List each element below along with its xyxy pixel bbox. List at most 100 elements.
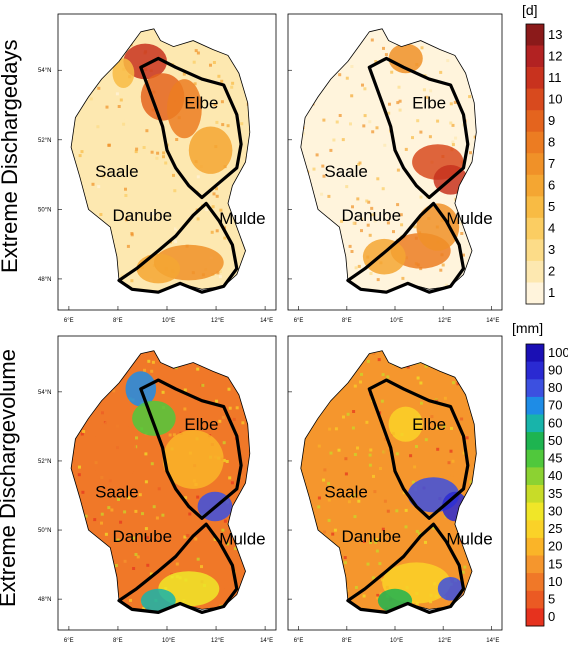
speckle bbox=[345, 76, 349, 80]
speckle bbox=[462, 253, 465, 257]
speckle bbox=[134, 150, 138, 154]
colorbar-label: 5 bbox=[548, 199, 555, 214]
colorbar-swatch bbox=[526, 590, 544, 609]
speckle bbox=[187, 208, 190, 212]
speckle bbox=[333, 528, 337, 532]
speckle bbox=[81, 490, 85, 494]
speckle bbox=[335, 120, 339, 124]
river-label-elbe: Elbe bbox=[412, 94, 446, 113]
speckle bbox=[366, 562, 370, 566]
lon-tick-label: 10°E bbox=[162, 318, 175, 324]
speckle bbox=[117, 105, 121, 108]
speckle bbox=[150, 369, 154, 373]
speckle bbox=[381, 527, 385, 531]
speckle bbox=[143, 368, 146, 372]
speckle bbox=[317, 505, 321, 509]
speckle bbox=[399, 213, 403, 217]
speckle bbox=[112, 541, 116, 545]
speckle bbox=[329, 451, 333, 455]
base-field bbox=[71, 28, 250, 293]
speckle bbox=[230, 481, 234, 485]
speckle bbox=[222, 441, 226, 445]
speckle bbox=[322, 174, 326, 178]
speckle bbox=[327, 482, 331, 486]
speckle bbox=[235, 406, 239, 410]
speckle bbox=[449, 449, 453, 453]
speckle bbox=[443, 396, 447, 400]
speckle bbox=[321, 164, 325, 168]
speckle bbox=[151, 360, 155, 364]
speckle bbox=[428, 139, 432, 143]
speckle bbox=[350, 94, 354, 98]
colorbar-swatch bbox=[526, 485, 544, 503]
colorbar-label: 20 bbox=[548, 539, 562, 554]
speckle bbox=[445, 406, 449, 410]
speckle bbox=[116, 538, 120, 542]
speckle bbox=[370, 38, 374, 42]
speckle bbox=[350, 250, 354, 253]
lat-tick-label: 50°N bbox=[38, 207, 51, 213]
speckle bbox=[337, 448, 341, 452]
river-label-saale: Saale bbox=[324, 162, 367, 181]
speckle bbox=[323, 468, 327, 472]
colorbar-label: 3 bbox=[548, 242, 555, 257]
speckle bbox=[376, 177, 380, 181]
speckle bbox=[353, 515, 357, 519]
speckle bbox=[334, 427, 338, 431]
speckle bbox=[383, 143, 387, 147]
speckle bbox=[396, 168, 400, 172]
map-panel-0-0: Elbe Saale Danube Mulde 6°E 8°E 10°E 12°E 14°E 54… bbox=[38, 13, 277, 324]
speckle bbox=[183, 535, 187, 539]
speckle bbox=[378, 562, 382, 566]
river-label-danube: Danube bbox=[342, 527, 402, 546]
colorbar-frame bbox=[525, 343, 545, 627]
speckle bbox=[469, 151, 472, 155]
river-label-saale: Saale bbox=[95, 483, 138, 502]
data-field bbox=[300, 28, 477, 293]
river-label-danube: Danube bbox=[113, 527, 173, 546]
speckle bbox=[420, 103, 424, 107]
lon-tick-label: 12°E bbox=[438, 638, 451, 644]
speckle bbox=[215, 187, 218, 191]
speckle bbox=[220, 100, 224, 104]
colorbar-label: 50 bbox=[548, 433, 562, 448]
speckle bbox=[416, 119, 420, 123]
colorbar-swatch bbox=[526, 396, 544, 415]
speckle bbox=[90, 517, 94, 520]
speckle bbox=[89, 97, 93, 101]
speckle bbox=[368, 453, 372, 457]
speckle bbox=[205, 208, 209, 212]
lat-tick-label: 54°N bbox=[38, 390, 51, 396]
map-panel-0-1: Elbe Saale Danube Mulde 6°E 8°E 10°E 12°E 14°E bbox=[287, 13, 503, 324]
speckle bbox=[162, 155, 165, 159]
speckle bbox=[400, 223, 404, 227]
speckle bbox=[352, 221, 356, 225]
speckle bbox=[409, 454, 413, 458]
hotspot bbox=[92, 418, 137, 489]
colorbar-swatch bbox=[526, 67, 544, 89]
speckle bbox=[93, 518, 97, 522]
speckle bbox=[175, 562, 179, 566]
colorbar-swatch bbox=[526, 131, 544, 154]
speckle bbox=[100, 512, 104, 516]
lon-tick-label: 14°E bbox=[486, 318, 499, 324]
speckle bbox=[80, 150, 84, 154]
speckle bbox=[386, 375, 390, 379]
speckle bbox=[97, 86, 101, 90]
speckle bbox=[100, 521, 103, 525]
colorbar-label: 10 bbox=[548, 574, 562, 589]
speckle bbox=[446, 59, 450, 63]
speckle bbox=[439, 70, 443, 74]
hotspot bbox=[123, 43, 167, 80]
speckle bbox=[419, 195, 423, 199]
colorbar-label: 10 bbox=[548, 91, 562, 106]
speckle bbox=[332, 138, 336, 142]
speckle bbox=[371, 576, 375, 580]
colorbar-label: 12 bbox=[548, 48, 562, 63]
speckle bbox=[401, 276, 405, 280]
river-label-mulde: Mulde bbox=[219, 530, 265, 549]
speckle bbox=[141, 512, 144, 516]
speckle bbox=[317, 496, 321, 500]
speckle bbox=[168, 433, 172, 437]
river-label-danube: Danube bbox=[342, 206, 402, 225]
